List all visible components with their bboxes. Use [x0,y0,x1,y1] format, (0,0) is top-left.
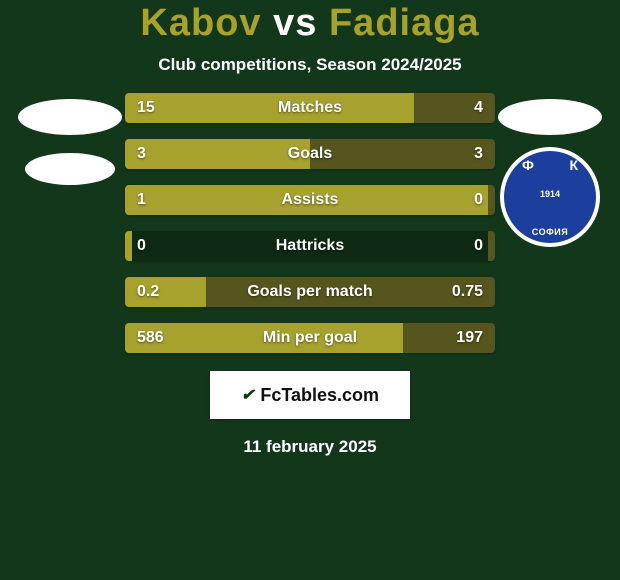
page-title: Kabov vs Fadiaga [140,2,479,45]
subtitle: Club competitions, Season 2024/2025 [158,55,461,75]
stat-bar-row: 0 0Hattricks [125,231,495,261]
stat-value-right: 197 [444,323,495,353]
player2-photo-placeholder [498,99,602,135]
date-line: 11 february 2025 [243,437,376,457]
stat-bar-left-fill [125,185,488,215]
stat-value-left: 15 [125,93,167,123]
stat-bar-row: 586197Min per goal [125,323,495,353]
stat-value-left: 3 [125,139,158,169]
player1-photo-placeholder [18,99,122,135]
stat-bars: 154Matches33Goals10Assists00Hattricks0.2… [125,93,495,353]
club-letter-1: Ф [522,157,534,173]
stat-value-right: 0 [462,185,495,215]
stat-bar-row: 33Goals [125,139,495,169]
left-player-col [15,93,125,185]
club-logo-inner: Ф К 1914 СОФИЯ [504,151,596,243]
stat-value-left: 0.2 [125,277,171,307]
stat-value-left: 1 [125,185,158,215]
club-letter-2: К [569,157,578,173]
stat-value-left: 0 [125,231,158,261]
stat-bar-row: 154Matches [125,93,495,123]
title-player1: Kabov [140,2,261,44]
player2-club-logo: Ф К 1914 СОФИЯ [500,147,600,247]
brand-badge[interactable]: ✔ FcTables.com [210,371,410,419]
stat-value-right: 0.75 [440,277,495,307]
brand-check-icon: ✔ [241,385,254,405]
player1-club-placeholder [25,153,115,185]
title-player2: Fadiaga [329,2,480,44]
stat-value-right: 3 [462,139,495,169]
right-player-col: Ф К 1914 СОФИЯ [495,93,605,247]
club-logo-bottom: СОФИЯ [504,227,596,237]
stat-label: Hattricks [125,231,495,261]
main-row: 154Matches33Goals10Assists00Hattricks0.2… [0,93,620,353]
club-logo-year: 1914 [504,189,596,199]
stat-value-right: 4 [462,93,495,123]
stat-bar-row: 0.20.75Goals per match [125,277,495,307]
stat-value-right: 0 [462,231,495,261]
title-vs: vs [273,2,317,44]
page-root: Kabov vs Fadiaga Club competitions, Seas… [0,0,620,580]
stat-value-left: 586 [125,323,176,353]
stat-bar-left-fill [125,93,414,123]
brand-text: FcTables.com [260,385,379,406]
stat-bar-row: 10Assists [125,185,495,215]
